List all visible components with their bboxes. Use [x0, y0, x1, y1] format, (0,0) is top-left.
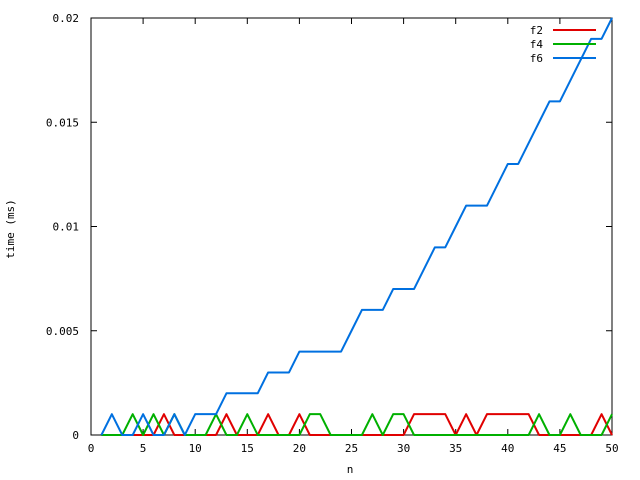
x-axis-label: n — [347, 463, 354, 476]
x-tick-label: 10 — [189, 442, 202, 455]
x-tick-label: 15 — [241, 442, 254, 455]
y-tick-label: 0.02 — [53, 12, 80, 25]
y-tick-label: 0.01 — [53, 221, 80, 234]
plot-frame — [90, 17, 613, 436]
series-line-f4 — [101, 413, 613, 436]
x-tick-label: 35 — [449, 442, 462, 455]
x-axis-ticks: 0 5 10 15 20 25 30 35 40 45 50 — [88, 18, 619, 455]
y-tick-label: 0.005 — [46, 325, 79, 338]
x-tick-label: 50 — [605, 442, 618, 455]
y-axis-ticks: 0 0.005 0.01 0.015 0.02 — [46, 12, 612, 442]
legend-label-f4: f4 — [530, 38, 544, 51]
x-tick-label: 0 — [88, 442, 95, 455]
y-tick-label: 0 — [72, 429, 79, 442]
series-line-f2 — [101, 413, 613, 436]
y-axis-label: time (ms) — [4, 199, 17, 259]
x-tick-label: 45 — [553, 442, 566, 455]
x-tick-label: 40 — [501, 442, 514, 455]
series-line-f6 — [100, 17, 613, 436]
x-tick-label: 5 — [140, 442, 147, 455]
x-tick-label: 25 — [345, 442, 358, 455]
x-tick-label: 30 — [397, 442, 410, 455]
legend-label-f2: f2 — [530, 24, 543, 37]
legend-label-f6: f6 — [530, 52, 543, 65]
x-tick-label: 20 — [293, 442, 306, 455]
series-lines — [100, 17, 613, 436]
y-tick-label: 0.015 — [46, 116, 79, 129]
